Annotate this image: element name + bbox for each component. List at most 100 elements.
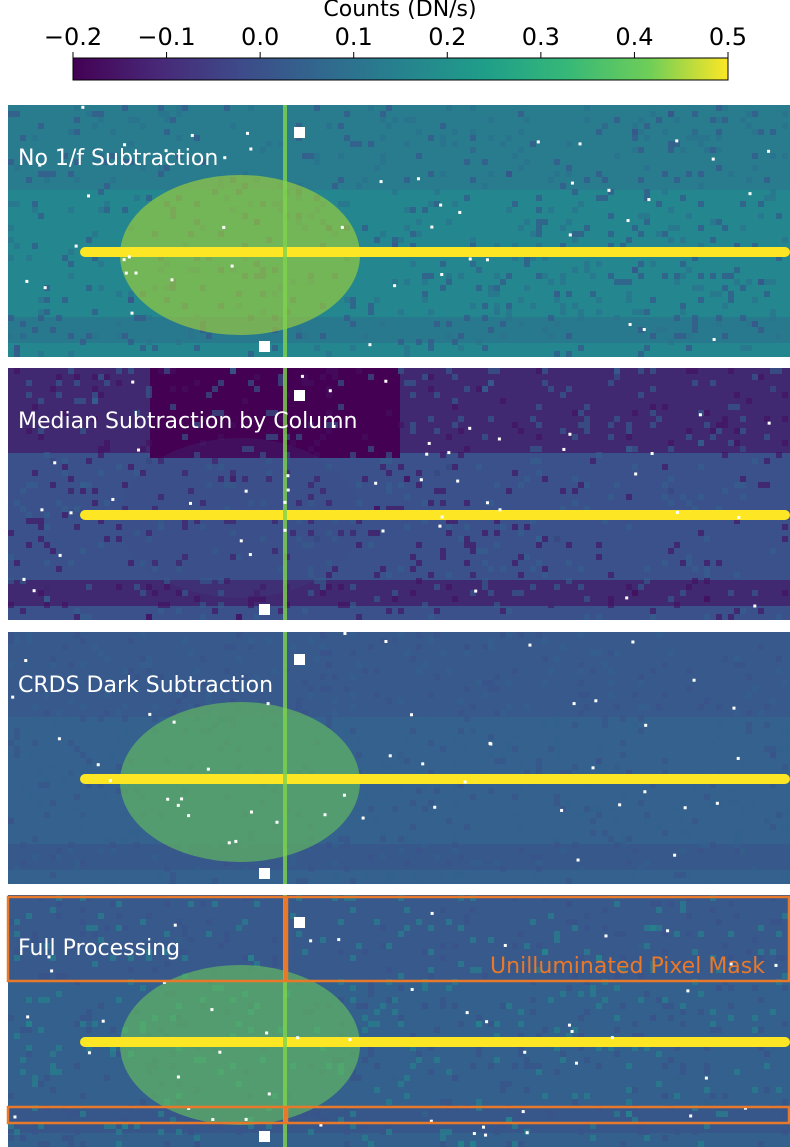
noise-pixel [740, 345, 746, 351]
noise-pixel [368, 991, 374, 997]
bad-pixel [416, 177, 420, 181]
noise-pixel [740, 662, 746, 668]
noise-pixel [632, 848, 638, 854]
noise-pixel [74, 374, 80, 380]
noise-pixel [572, 476, 578, 482]
noise-pixel [338, 997, 344, 1003]
noise-pixel [62, 464, 68, 470]
noise-pixel [470, 237, 476, 243]
noise-pixel [272, 668, 278, 674]
bad-pixel [246, 131, 250, 135]
noise-pixel [614, 1015, 620, 1021]
noise-pixel [434, 321, 440, 327]
noise-pixel [770, 746, 776, 752]
noise-pixel [104, 692, 110, 698]
noise-pixel [224, 668, 230, 674]
noise-pixel [350, 345, 356, 351]
noise-pixel [398, 1015, 404, 1021]
noise-pixel [536, 195, 542, 201]
noise-pixel [680, 961, 686, 967]
noise-pixel [116, 1141, 122, 1147]
bad-pixel [737, 515, 741, 519]
noise-pixel [698, 848, 704, 854]
noise-pixel [728, 1003, 734, 1009]
noise-pixel [350, 1111, 356, 1117]
noise-pixel [692, 285, 698, 291]
noise-pixel [638, 800, 644, 806]
noise-pixel [68, 740, 74, 746]
bad-pixel [379, 180, 383, 184]
bad-pixel [381, 529, 385, 533]
bad-pixel [430, 225, 434, 229]
bad-pixel [503, 943, 507, 947]
noise-pixel [674, 117, 680, 123]
noise-pixel [632, 590, 638, 596]
noise-pixel [20, 153, 26, 159]
noise-pixel [122, 105, 128, 111]
noise-pixel [560, 392, 566, 398]
noise-pixel [476, 548, 482, 554]
noise-pixel [296, 704, 302, 710]
noise-pixel [452, 422, 458, 428]
noise-pixel [608, 602, 614, 608]
noise-pixel [650, 111, 656, 117]
noise-pixel [506, 746, 512, 752]
noise-pixel [656, 901, 662, 907]
noise-pixel [218, 434, 224, 440]
noise-pixel [602, 195, 608, 201]
noise-pixel [596, 452, 602, 458]
noise-pixel [152, 345, 158, 351]
noise-pixel [140, 560, 146, 566]
noise-pixel [176, 105, 182, 111]
noise-pixel [200, 578, 206, 584]
noise-pixel [68, 1141, 74, 1147]
noise-pixel [536, 967, 542, 973]
noise-pixel [494, 674, 500, 680]
noise-pixel [650, 1015, 656, 1021]
noise-pixel [608, 596, 614, 602]
noise-pixel [386, 458, 392, 464]
noise-pixel [524, 1087, 530, 1093]
noise-pixel [716, 315, 722, 321]
noise-pixel [656, 327, 662, 333]
noise-pixel [26, 662, 32, 668]
bad-pixel [686, 989, 690, 993]
noise-pixel [404, 1075, 410, 1081]
noise-pixel [296, 123, 302, 129]
noise-pixel [584, 925, 590, 931]
noise-pixel [200, 440, 206, 446]
noise-pixel [428, 309, 434, 315]
noise-pixel [470, 243, 476, 249]
noise-pixel [422, 374, 428, 380]
noise-pixel [512, 812, 518, 818]
noise-pixel [620, 967, 626, 973]
bad-pixel [712, 337, 716, 341]
noise-pixel [152, 967, 158, 973]
noise-pixel [104, 925, 110, 931]
noise-pixel [680, 872, 686, 878]
noise-pixel [158, 105, 164, 111]
noise-pixel [614, 368, 620, 374]
noise-pixel [410, 566, 416, 572]
noise-pixel [554, 171, 560, 177]
noise-pixel [86, 237, 92, 243]
noise-pixel [314, 105, 320, 111]
noise-pixel [638, 392, 644, 398]
noise-pixel [14, 866, 20, 872]
noise-pixel [536, 854, 542, 860]
noise-pixel [782, 985, 788, 991]
noise-pixel [98, 153, 104, 159]
noise-pixel [614, 901, 620, 907]
noise-pixel [224, 506, 230, 512]
bad-pixel [736, 756, 740, 760]
noise-pixel [518, 1033, 524, 1039]
noise-pixel [452, 201, 458, 207]
noise-pixel [80, 907, 86, 913]
noise-pixel [320, 333, 326, 339]
noise-pixel [734, 913, 740, 919]
bad-pixel [427, 441, 431, 445]
noise-pixel [116, 925, 122, 931]
noise-pixel [140, 919, 146, 925]
noise-pixel [494, 1033, 500, 1039]
noise-pixel [644, 309, 650, 315]
